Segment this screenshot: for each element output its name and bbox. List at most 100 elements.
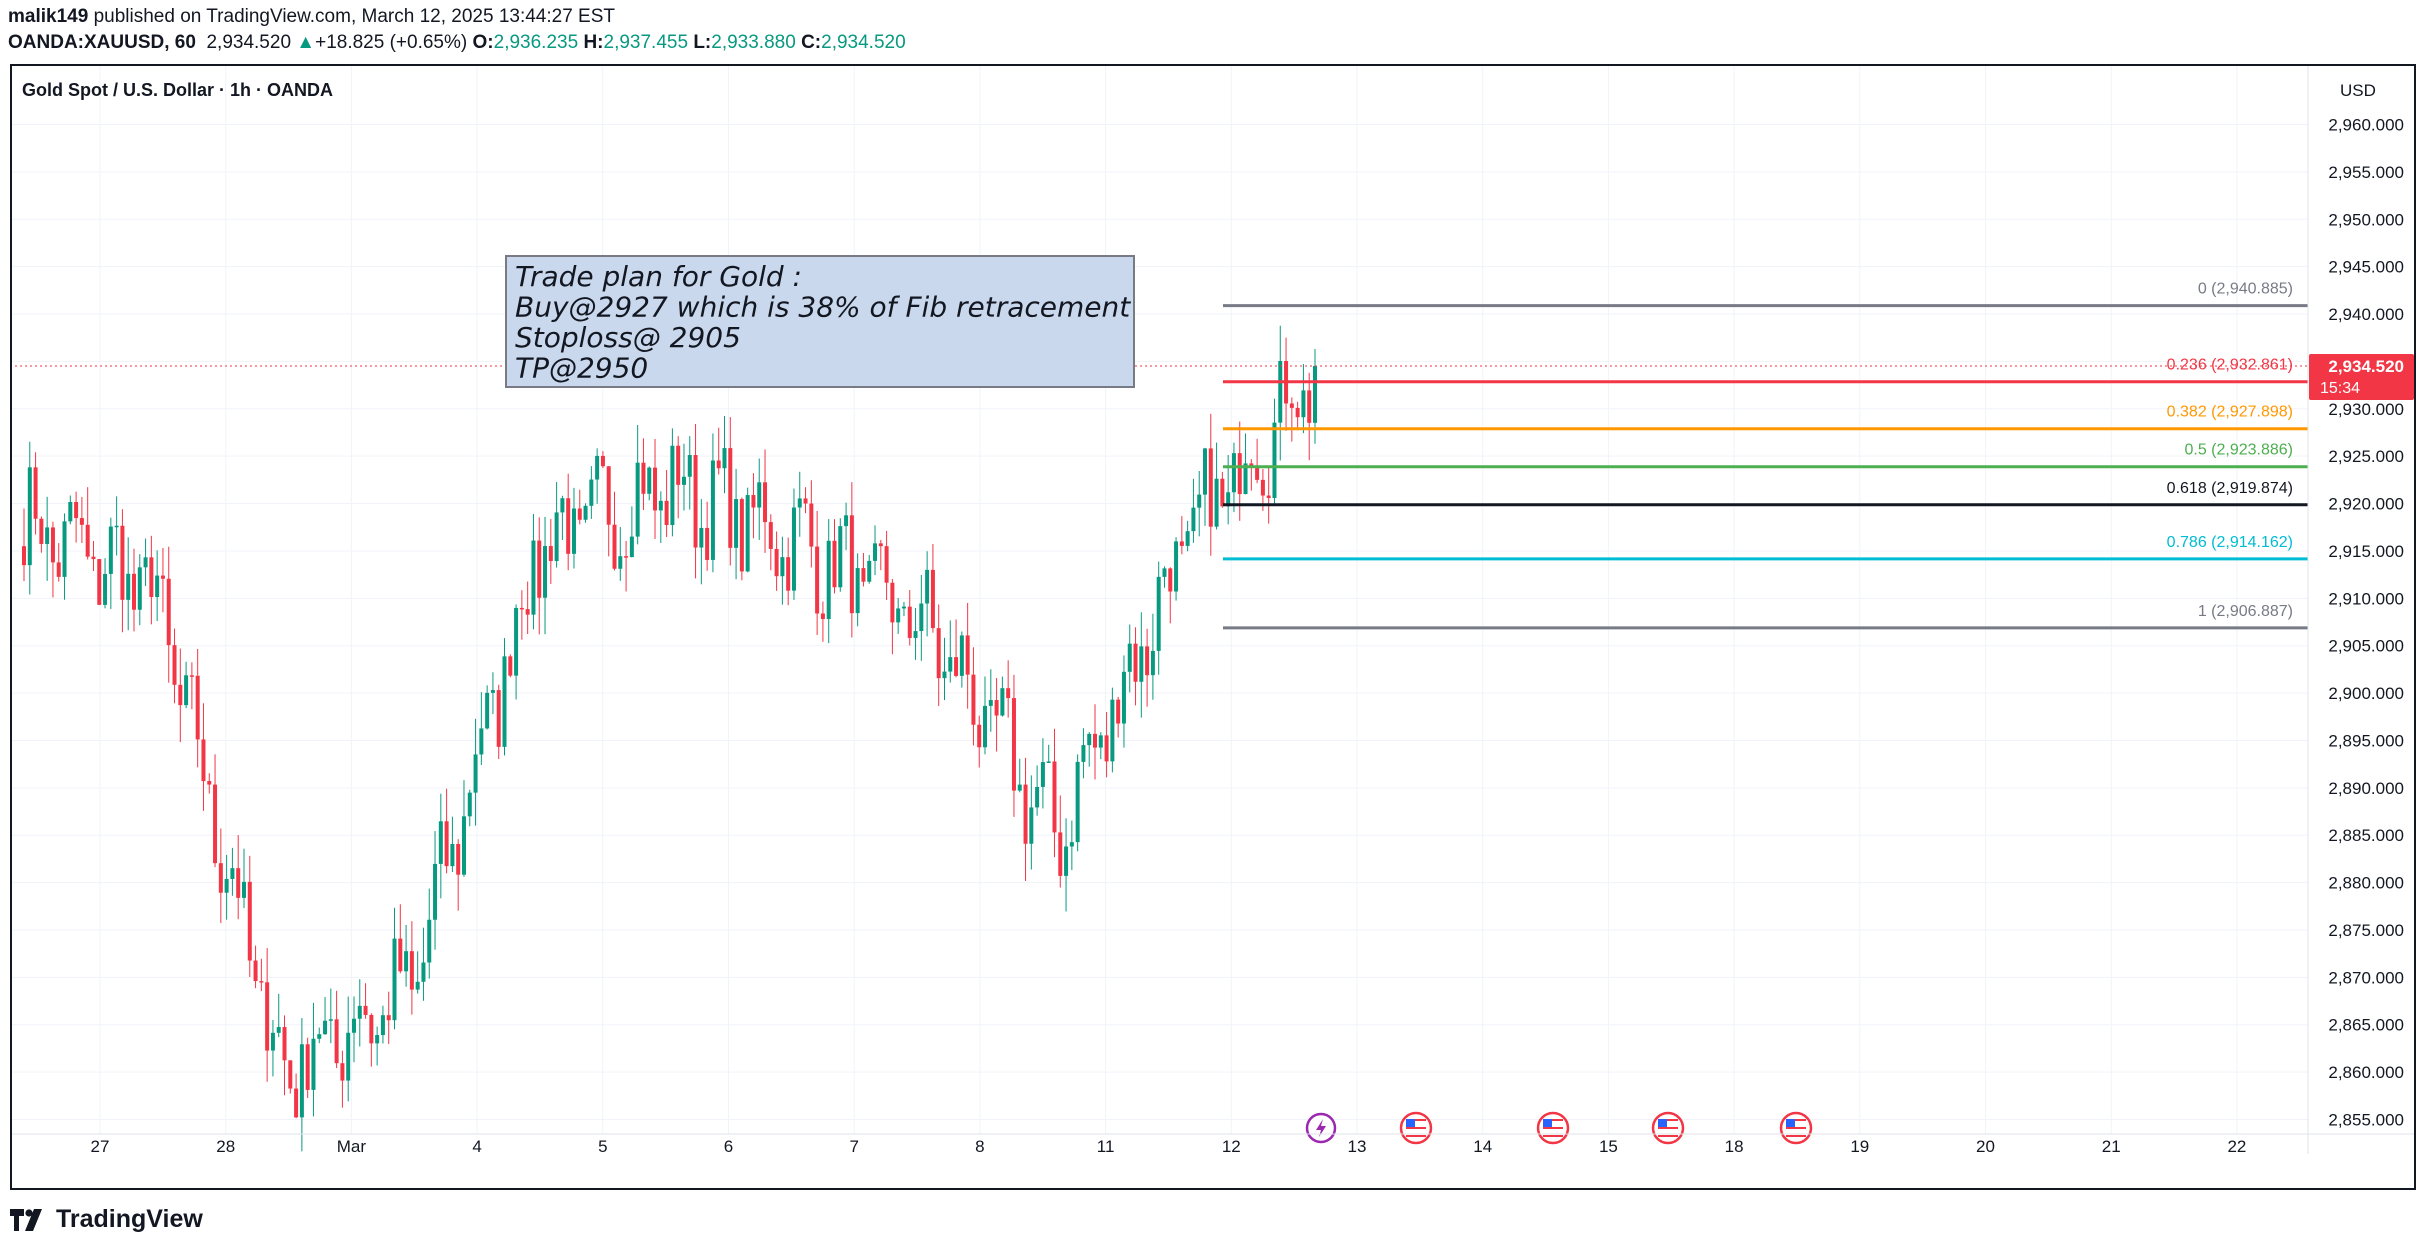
- flag-stripe: [1786, 1119, 1806, 1121]
- candle-body: [120, 525, 125, 600]
- flag-stripe: [1406, 1131, 1426, 1133]
- flag-stripe: [1658, 1131, 1678, 1133]
- flag-stripe: [1543, 1131, 1563, 1133]
- fib-level-label: 0.786 (2,914.162): [2167, 534, 2293, 551]
- candle: [705, 501, 710, 571]
- price-tick-label: 2,950.000: [2328, 210, 2404, 229]
- candle-body: [791, 507, 796, 591]
- candle: [930, 543, 935, 633]
- candle-body: [728, 448, 733, 548]
- low-label: L:: [693, 32, 712, 53]
- candle-body: [1301, 390, 1306, 418]
- candle: [514, 604, 519, 700]
- price-tick-label: 2,860.000: [2328, 1063, 2404, 1082]
- current-price-badge: [2309, 353, 2414, 400]
- candle: [421, 927, 426, 1001]
- candle-body: [896, 608, 901, 623]
- price-axis[interactable]: 2,855.000 2,860.000 2,865.000 2,870.000 2,87…: [2307, 64, 2414, 1154]
- candle-body: [884, 546, 889, 583]
- candle: [606, 466, 611, 557]
- symbol-ohlc-line: OANDA:XAUUSD, 60 2,934.520 ▲+18.825 (+0.…: [8, 32, 906, 54]
- candle: [137, 554, 142, 626]
- candle: [832, 519, 837, 594]
- candle-body: [137, 567, 142, 610]
- close-label: C:: [801, 32, 822, 53]
- price-tick-label: 2,880.000: [2328, 874, 2404, 893]
- candle: [983, 676, 988, 755]
- flag-stripe: [1786, 1135, 1806, 1137]
- chart-frame: [10, 64, 2416, 1190]
- candle-body: [404, 951, 409, 972]
- candle: [201, 703, 206, 811]
- candle: [103, 558, 108, 609]
- candle-body: [1278, 361, 1283, 423]
- candle-body: [641, 462, 646, 494]
- candle: [1098, 732, 1103, 760]
- fib-level-label: 0.5 (2,923.886): [2184, 442, 2293, 459]
- candle-body: [1064, 846, 1069, 876]
- time-tick-label: 15: [1599, 1137, 1618, 1156]
- candle-body: [1098, 735, 1103, 748]
- candle: [172, 628, 177, 704]
- candle: [797, 471, 802, 537]
- candle: [328, 988, 333, 1044]
- event-markers[interactable]: [1305, 1111, 1813, 1145]
- candle-body: [74, 501, 79, 519]
- candle-body: [357, 1005, 362, 1019]
- candle: [97, 558, 102, 606]
- flag-stripe: [1786, 1127, 1806, 1129]
- candle-body: [977, 724, 982, 748]
- candle-body: [716, 460, 721, 469]
- author-name[interactable]: malik149: [8, 6, 89, 27]
- candle: [1011, 674, 1016, 817]
- candle: [612, 491, 617, 571]
- candle-body: [786, 557, 791, 591]
- candle: [525, 581, 530, 635]
- candle: [1214, 442, 1219, 530]
- price-tick-label: 2,870.000: [2328, 968, 2404, 987]
- currency-label[interactable]: USD: [2340, 81, 2376, 100]
- candle: [282, 1015, 287, 1096]
- candle: [786, 537, 791, 606]
- candle: [780, 536, 785, 605]
- lightning-bolt-icon: [1316, 1119, 1326, 1137]
- fib-retracement[interactable]: 0 (2,940.885) 0.236 (2,932.861) 0.382 (2,9…: [1223, 281, 2308, 630]
- candle-body: [739, 499, 744, 572]
- candle: [392, 907, 397, 1030]
- candle-body: [1087, 733, 1092, 746]
- candle: [919, 574, 924, 661]
- footer-brand: TradingView: [10, 1205, 203, 1234]
- price-tick-label: 2,890.000: [2328, 779, 2404, 798]
- candle: [346, 996, 351, 1102]
- candle-body: [85, 524, 90, 557]
- candle: [1075, 754, 1080, 852]
- candle: [91, 540, 96, 571]
- candle-body: [606, 466, 611, 525]
- candle-body: [438, 821, 443, 864]
- candle-body: [1075, 761, 1080, 843]
- candle-body: [554, 512, 559, 562]
- candle: [1289, 397, 1294, 442]
- candle-body: [1017, 784, 1022, 791]
- candlestick-series: [22, 325, 1317, 1152]
- candle: [1150, 613, 1155, 700]
- trade-plan-note[interactable]: Trade plan for Gold :Buy@2927 which is 3…: [505, 255, 1135, 388]
- candle: [207, 773, 212, 794]
- flag-stripe: [1406, 1123, 1426, 1125]
- candle-body: [1168, 568, 1173, 592]
- candle: [340, 1050, 345, 1108]
- candle: [745, 487, 750, 573]
- time-axis[interactable]: 27 28 Mar 4 5 6 7 8 11 12 13 14 15 18 19 20 21 22: [10, 1133, 2416, 1156]
- candle: [427, 888, 432, 979]
- candle: [676, 436, 681, 519]
- time-tick-label: 7: [849, 1137, 858, 1156]
- candle: [641, 438, 646, 511]
- candle: [369, 1013, 374, 1067]
- price-tick-label: 2,960.000: [2328, 116, 2404, 135]
- candle: [519, 590, 524, 640]
- candle-body: [33, 467, 38, 519]
- candle-body: [653, 467, 658, 511]
- candle: [1121, 655, 1126, 748]
- price-chart[interactable]: 0 (2,940.885) 0.236 (2,932.861) 0.382 (2,9…: [10, 64, 2416, 1190]
- price-tick-label: 2,875.000: [2328, 921, 2404, 940]
